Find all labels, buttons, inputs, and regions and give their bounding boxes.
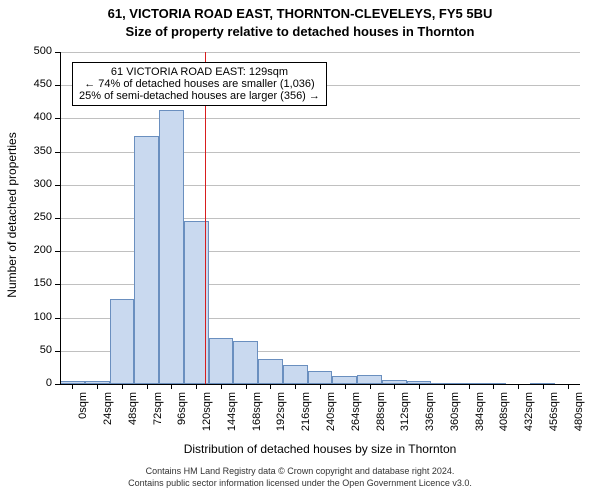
- xtick: [345, 384, 346, 389]
- xtick-label: 24sqm: [102, 392, 114, 442]
- ytick-label: 250: [20, 211, 52, 223]
- xtick-label: 144sqm: [226, 392, 238, 442]
- xtick-label: 240sqm: [325, 392, 337, 442]
- gridline: [60, 118, 580, 119]
- xtick-label: 192sqm: [275, 392, 287, 442]
- xtick: [543, 384, 544, 389]
- xtick: [444, 384, 445, 389]
- xtick: [493, 384, 494, 389]
- xtick: [246, 384, 247, 389]
- xtick-label: 456sqm: [548, 392, 560, 442]
- ytick-label: 300: [20, 178, 52, 190]
- xtick: [196, 384, 197, 389]
- xtick-label: 96sqm: [176, 392, 188, 442]
- xtick: [394, 384, 395, 389]
- histogram-bar: [233, 341, 258, 384]
- xtick-label: 0sqm: [77, 392, 89, 442]
- info-line-2: ← 74% of detached houses are smaller (1,…: [79, 78, 320, 90]
- x-axis-label: Distribution of detached houses by size …: [60, 442, 580, 456]
- info-line-3: 25% of semi-detached houses are larger (…: [79, 90, 320, 102]
- ytick-label: 150: [20, 277, 52, 289]
- ytick-label: 200: [20, 244, 52, 256]
- histogram-bar: [332, 376, 357, 384]
- xtick-label: 288sqm: [375, 392, 387, 442]
- ytick-label: 0: [20, 377, 52, 389]
- histogram-bar: [110, 299, 135, 384]
- info-line-1: 61 VICTORIA ROAD EAST: 129sqm: [79, 66, 320, 78]
- xtick: [221, 384, 222, 389]
- footer-line-2: Contains public sector information licen…: [0, 478, 600, 488]
- xtick-label: 72sqm: [152, 392, 164, 442]
- y-axis-label: Number of detached properties: [5, 115, 19, 315]
- histogram-bar: [209, 338, 234, 384]
- xtick-label: 120sqm: [201, 392, 213, 442]
- xtick: [122, 384, 123, 389]
- y-axis: [60, 52, 61, 384]
- xtick: [320, 384, 321, 389]
- title-line-1: 61, VICTORIA ROAD EAST, THORNTON-CLEVELE…: [0, 6, 600, 21]
- ytick-label: 500: [20, 45, 52, 57]
- xtick: [270, 384, 271, 389]
- xtick-label: 168sqm: [251, 392, 263, 442]
- xtick-label: 432sqm: [523, 392, 535, 442]
- ytick-label: 100: [20, 311, 52, 323]
- xtick: [171, 384, 172, 389]
- xtick-label: 408sqm: [498, 392, 510, 442]
- histogram-bar: [258, 359, 283, 384]
- title-line-2: Size of property relative to detached ho…: [0, 24, 600, 39]
- xtick-label: 480sqm: [573, 392, 585, 442]
- xtick: [147, 384, 148, 389]
- xtick: [469, 384, 470, 389]
- xtick: [97, 384, 98, 389]
- histogram-bar: [357, 375, 382, 384]
- xtick-label: 336sqm: [424, 392, 436, 442]
- ytick-label: 350: [20, 145, 52, 157]
- histogram-bar: [283, 365, 308, 384]
- property-info-box: 61 VICTORIA ROAD EAST: 129sqm← 74% of de…: [72, 62, 327, 106]
- xtick: [568, 384, 569, 389]
- xtick: [419, 384, 420, 389]
- xtick-label: 360sqm: [449, 392, 461, 442]
- footer-line-1: Contains HM Land Registry data © Crown c…: [0, 466, 600, 476]
- xtick-label: 312sqm: [399, 392, 411, 442]
- xtick-label: 384sqm: [474, 392, 486, 442]
- xtick: [72, 384, 73, 389]
- ytick-label: 400: [20, 111, 52, 123]
- xtick: [295, 384, 296, 389]
- xtick-label: 264sqm: [350, 392, 362, 442]
- ytick-label: 450: [20, 78, 52, 90]
- ytick-label: 50: [20, 344, 52, 356]
- gridline: [60, 52, 580, 53]
- histogram-bar: [308, 371, 333, 384]
- histogram-bar: [159, 110, 184, 384]
- xtick-label: 216sqm: [300, 392, 312, 442]
- xtick-label: 48sqm: [127, 392, 139, 442]
- xtick: [518, 384, 519, 389]
- xtick: [370, 384, 371, 389]
- histogram-bar: [134, 136, 159, 384]
